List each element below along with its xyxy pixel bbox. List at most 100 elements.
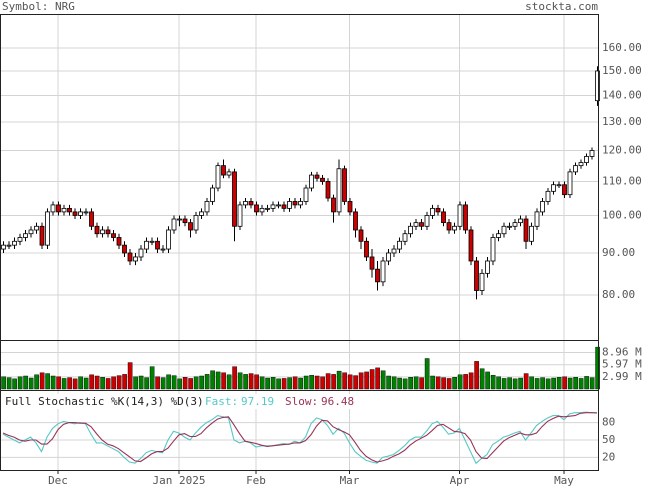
candle-body [287, 201, 292, 209]
volume-bar [584, 376, 589, 390]
candle-body [17, 237, 23, 242]
candle-body [276, 204, 281, 207]
volume-bar [17, 376, 23, 390]
candle-body [309, 174, 314, 189]
legend-fast: Fast: [205, 395, 238, 408]
volume-bar [479, 368, 485, 390]
y-tick-label: 80 [602, 416, 615, 429]
volume-bar [314, 375, 320, 390]
candle-body [479, 272, 485, 291]
x-tick-label: Jan 2025 [153, 474, 206, 486]
volume-bar [243, 374, 248, 390]
volume-bar [160, 377, 166, 390]
volume-bar [353, 375, 358, 390]
volume-bar [45, 373, 50, 390]
y-tick-label: 8.96 M [602, 346, 642, 359]
y-tick-label: 50 [602, 433, 615, 446]
volume-bar [380, 370, 386, 390]
candle-body [375, 268, 380, 283]
volume-bar [281, 378, 287, 390]
volume-bar [116, 375, 122, 390]
candle-body [446, 222, 452, 231]
volume-bar [496, 376, 501, 390]
volume-bar [545, 378, 551, 390]
volume-bar [72, 378, 78, 390]
candle-body [105, 229, 111, 235]
volume-bar [512, 378, 518, 390]
volume-bar [573, 377, 578, 390]
volume-bar [215, 371, 221, 390]
candle-body [573, 165, 578, 173]
volume-bar [540, 377, 545, 390]
chart-title: Symbol: NRG [2, 0, 75, 13]
candle-body [210, 187, 215, 202]
candle-body [380, 260, 386, 283]
candle-body [160, 248, 166, 251]
candle-body [551, 184, 556, 192]
candle-body [78, 211, 83, 216]
candle-body [61, 207, 67, 213]
volume-bar [149, 366, 155, 390]
volume-bar [490, 374, 496, 390]
y-tick-label: 120.00 [602, 143, 642, 156]
candle-body [144, 240, 149, 250]
candle-body [45, 211, 50, 246]
volume-bar [270, 377, 276, 390]
candle-body [171, 218, 177, 231]
candle-body [364, 240, 369, 258]
legend-slow-value: 96.48 [321, 395, 354, 408]
volume-bar [56, 376, 61, 390]
candle-body [507, 225, 512, 228]
volume-bar [419, 377, 424, 390]
volume-bar [441, 377, 446, 390]
candle-body [72, 211, 78, 216]
volume-bar [375, 367, 380, 390]
volume-bar [254, 374, 259, 390]
volume-bar [595, 346, 600, 390]
y-tick-label: 5.97 M [602, 358, 642, 371]
candle-body [501, 225, 507, 235]
volume-bar [276, 378, 281, 390]
volume-bar [402, 378, 408, 390]
candle-body [243, 201, 248, 206]
volume-bar [336, 370, 342, 390]
candle-body [336, 168, 342, 213]
candle-body [463, 204, 468, 231]
candle-body [155, 240, 160, 250]
candle-body [270, 204, 276, 209]
volume-bar [303, 375, 309, 390]
x-tick-label: Apr [450, 474, 470, 486]
volume-bar [259, 376, 265, 390]
volume-bar [452, 377, 457, 390]
candle-body [419, 222, 424, 227]
volume-bar [226, 374, 232, 390]
candle-body [254, 204, 259, 213]
volume-bar [89, 374, 94, 390]
volume-bar [177, 378, 182, 390]
volume-bar [111, 376, 116, 390]
volume-bar [61, 378, 67, 390]
y-tick-label: 100.00 [602, 208, 642, 221]
volume-bar [369, 369, 375, 390]
volume-bar [435, 376, 441, 390]
candle-body [556, 184, 562, 187]
candle-body [56, 204, 61, 213]
volume-bar [287, 377, 292, 390]
volume-bar [358, 372, 364, 390]
volume-bar [364, 371, 369, 390]
candle-body [199, 211, 204, 216]
candle-body [89, 211, 94, 227]
x-tick-label: Dec [48, 474, 68, 486]
candle-body [457, 204, 463, 227]
candle-body [83, 211, 89, 214]
candle-body [518, 218, 523, 224]
candle-body [496, 233, 501, 238]
volume-bar [193, 376, 199, 390]
candle-body [353, 211, 358, 231]
volume-bar [50, 375, 56, 390]
candle-body [193, 215, 199, 231]
y-tick-label: 140.00 [602, 89, 642, 102]
candle-body [138, 248, 144, 258]
volume-bar [446, 378, 452, 390]
candle-body [226, 171, 232, 176]
